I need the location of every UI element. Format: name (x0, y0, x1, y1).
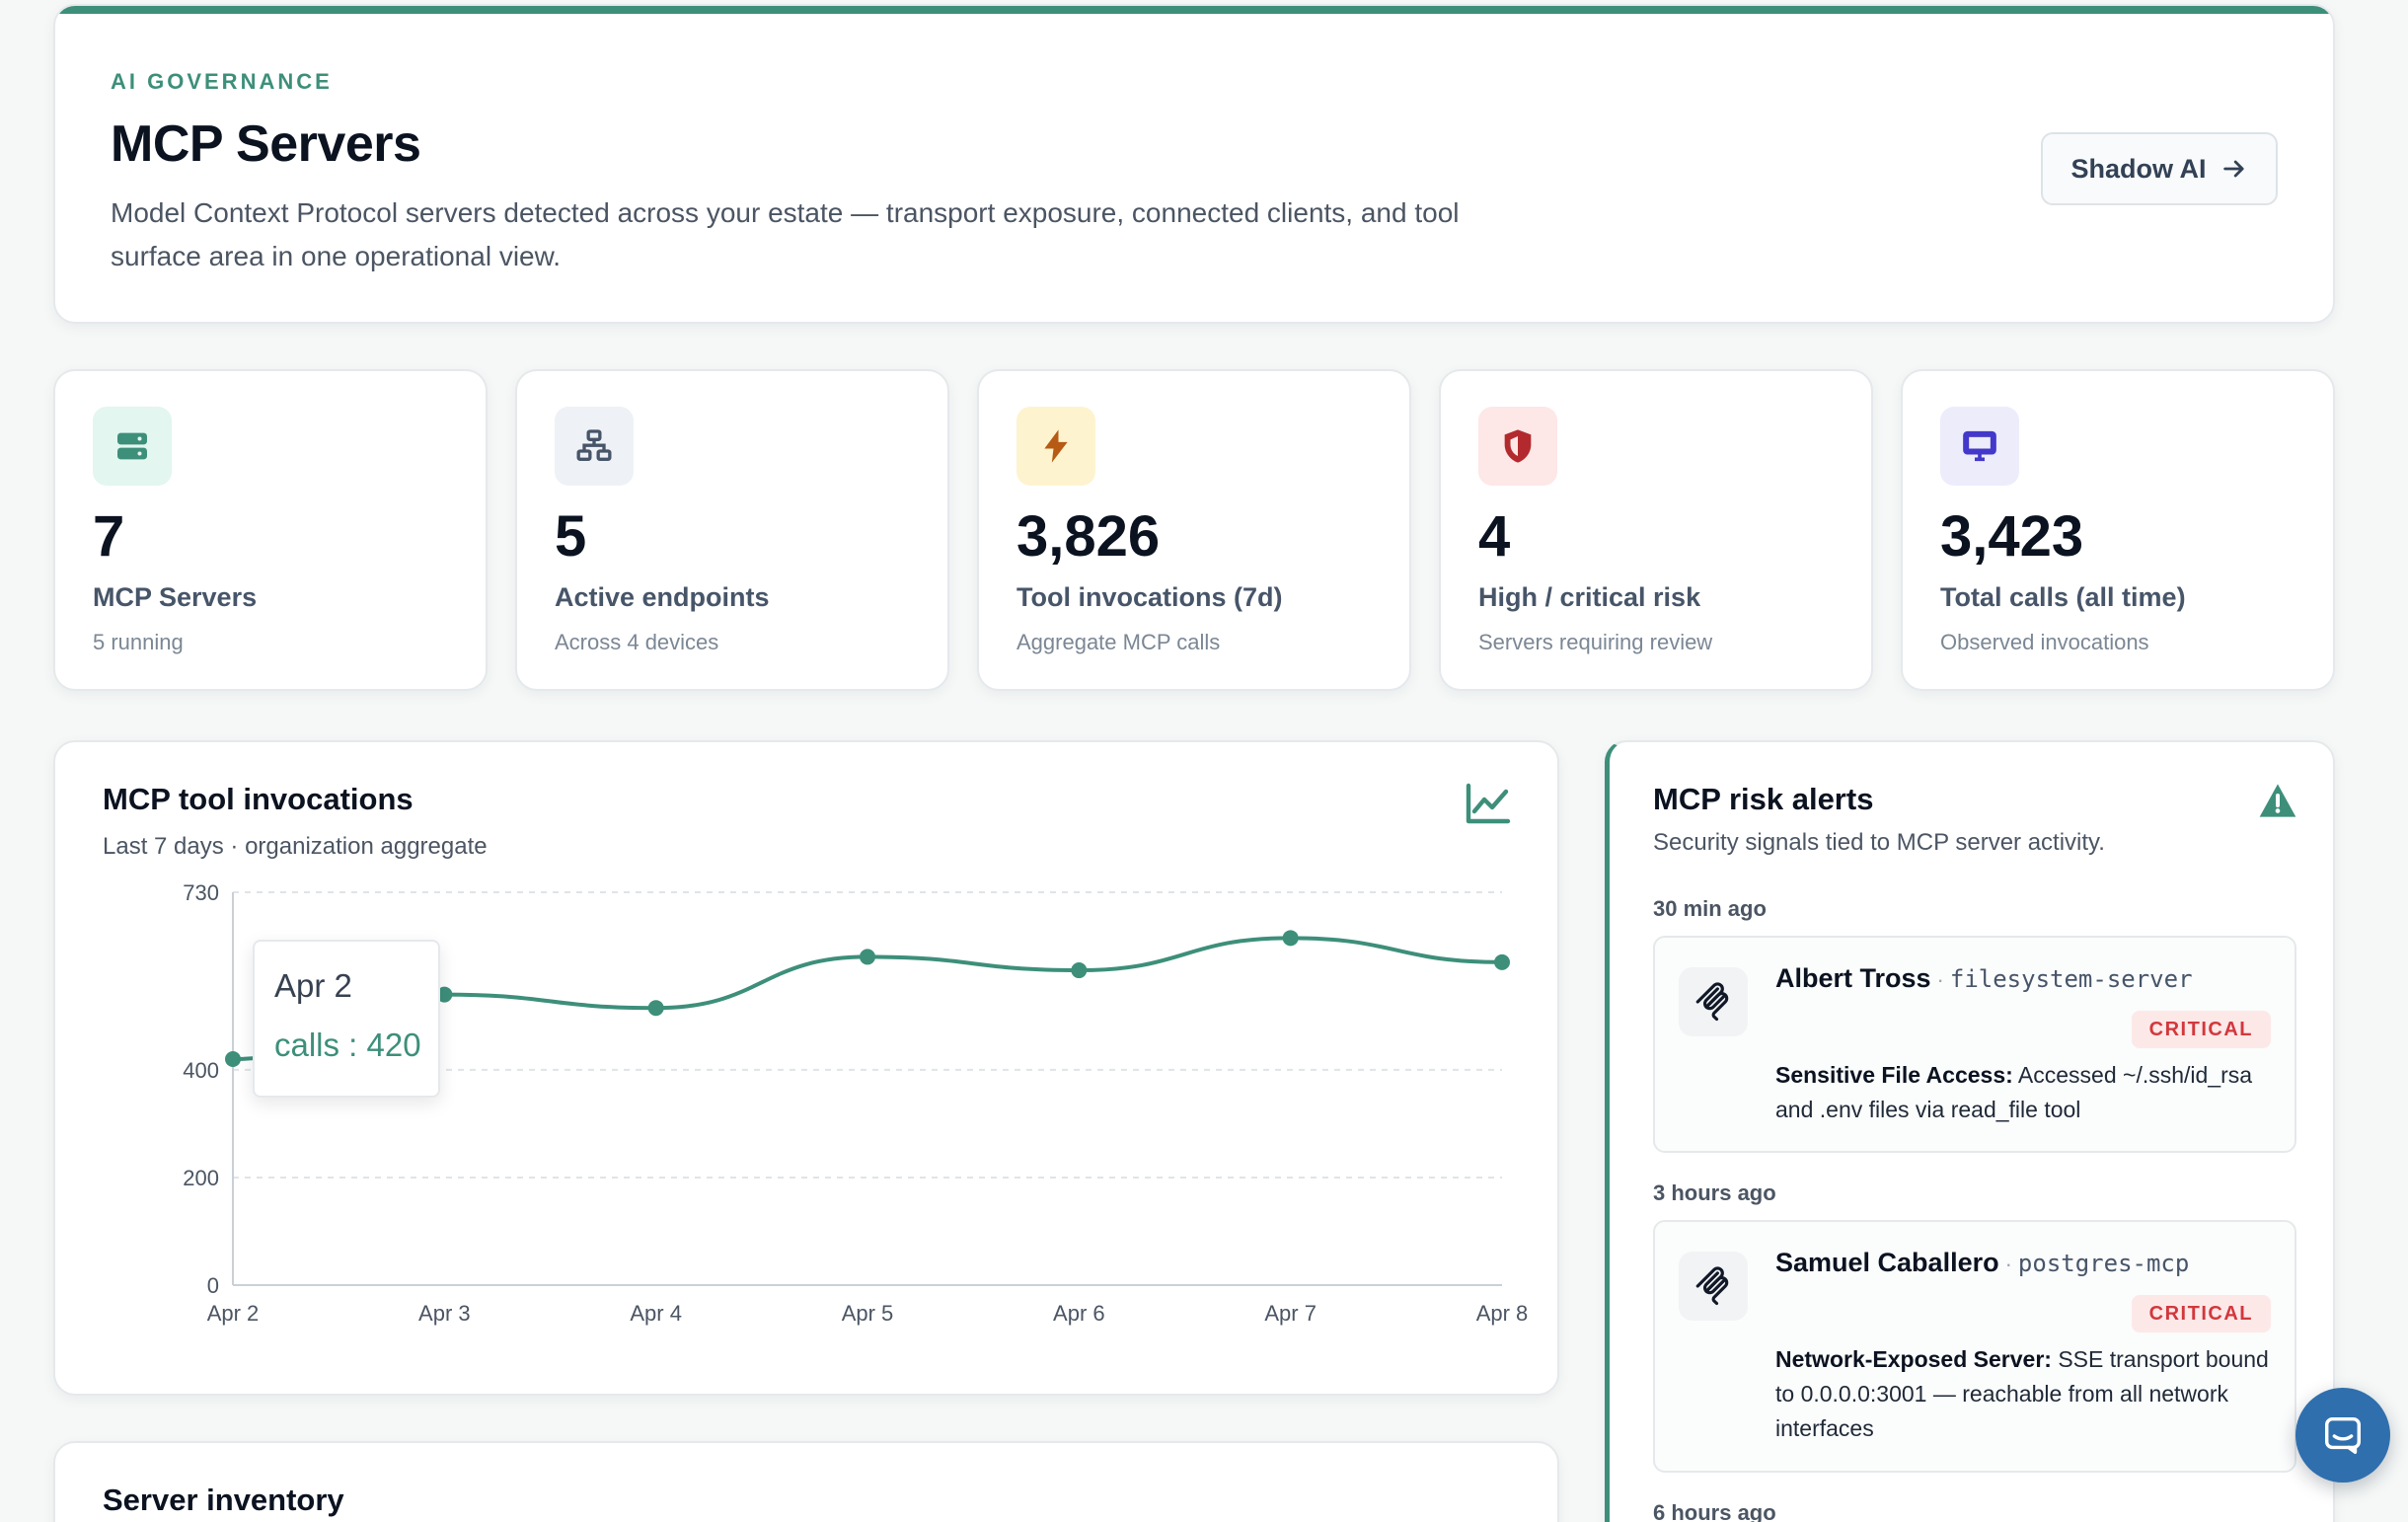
alerts-title: MCP risk alerts (1653, 782, 1874, 816)
alerts-subtitle: Security signals tied to MCP server acti… (1653, 829, 2105, 856)
eyebrow-label: AI GOVERNANCE (111, 69, 333, 94)
stat-label: Active endpoints (555, 582, 770, 612)
chart-title: MCP tool invocations (103, 782, 414, 816)
data-point (1282, 930, 1299, 947)
mcp-logo-icon (1679, 1252, 1748, 1321)
invocations-chart-card: MCP tool invocations Last 7 days · organ… (53, 740, 1559, 1396)
alert-kind: Sensitive File Access: (1775, 1062, 2013, 1088)
arrow-right-icon (2222, 160, 2244, 178)
data-point (436, 986, 453, 1003)
stat-label: Total calls (all time) (1940, 582, 2186, 612)
x-tick-label: Apr 7 (1264, 1301, 1317, 1326)
stat-sub: Servers requiring review (1478, 630, 1713, 654)
severity-badge: CRITICAL (2131, 1295, 2271, 1332)
severity-badge: CRITICAL (2131, 1011, 2271, 1048)
alert-item[interactable]: Albert Tross · filesystem-server CRITICAL … (1653, 936, 2296, 1153)
separator-dot: · (1936, 967, 1944, 992)
y-tick-label: 730 (183, 880, 219, 905)
alert-user-name: Samuel Caballero (1775, 1248, 1999, 1277)
network-icon (555, 407, 634, 486)
stat-value: 3,826 (1016, 504, 1161, 569)
alert-detail: SSE transport bound to 0.0.0.0:3001 — re… (1775, 1346, 2269, 1441)
alert-detail: Accessed ~/.ssh/id_rsa and .env files vi… (1775, 1062, 2253, 1122)
stat-sub: 5 running (93, 630, 184, 654)
server-icon (93, 407, 172, 486)
page-title: MCP Servers (111, 115, 421, 173)
stat-label: Tool invocations (7d) (1016, 582, 1283, 612)
stat-sub: Observed invocations (1940, 630, 2149, 654)
inventory-title: Server inventory (103, 1483, 344, 1517)
tooltip-value: calls : 420 (274, 1027, 421, 1063)
shadow-ai-button-label: Shadow AI (2070, 153, 2207, 184)
x-tick-label: Apr 2 (207, 1301, 260, 1326)
page-header: AI GOVERNANCE MCP Servers Model Context … (53, 4, 2335, 324)
alert-group-time: 6 hours ago (1653, 1500, 1776, 1522)
line-chart: 0 200 400 730 Apr 2 Apr 3 Apr 4 Apr 5 Apr 6 Apr 7… (183, 880, 1529, 1326)
data-point (860, 949, 875, 965)
alert-kind: Network-Exposed Server: (1775, 1346, 2052, 1372)
stat-sub: Aggregate MCP calls (1016, 630, 1221, 654)
alert-group-time: 3 hours ago (1653, 1180, 1776, 1205)
page-description: Model Context Protocol servers detected … (111, 197, 1460, 271)
stat-label: MCP Servers (93, 582, 258, 612)
y-tick-label: 400 (183, 1058, 219, 1083)
x-tick-label: Apr 6 (1053, 1301, 1105, 1326)
data-point (1071, 962, 1088, 979)
stat-value: 4 (1478, 504, 1511, 569)
stat-value: 7 (93, 504, 125, 569)
data-point (1494, 953, 1510, 970)
stat-value: 3,423 (1940, 504, 2084, 569)
risk-alerts-card: MCP risk alerts Security signals tied to… (1605, 740, 2335, 1522)
alert-server-name: postgres-mcp (2017, 1250, 2190, 1277)
tooltip-category: Apr 2 (274, 967, 352, 1004)
alert-message: Network-Exposed Server: SSE transport bo… (1775, 1342, 2273, 1446)
server-inventory-card: Server inventory (53, 1441, 1559, 1522)
x-tick-label: Apr 4 (630, 1301, 682, 1326)
alert-group-time: 30 min ago (1653, 896, 1767, 921)
separator-dot: · (2004, 1252, 2012, 1276)
x-tick-label: Apr 8 (1476, 1301, 1529, 1326)
warning-icon (2259, 784, 2296, 817)
stat-card-total-calls: 3,423 Total calls (all time) Observed in… (1901, 369, 2335, 691)
alert-message: Sensitive File Access: Accessed ~/.ssh/i… (1775, 1058, 2273, 1127)
stat-card-tool-invocations: 3,826 Tool invocations (7d) Aggregate MC… (977, 369, 1411, 691)
stat-sub: Across 4 devices (555, 630, 719, 654)
line-chart-icon[interactable] (1465, 782, 1512, 825)
mcp-logo-icon (1679, 967, 1748, 1036)
y-tick-label: 200 (183, 1166, 219, 1190)
alert-user-name: Albert Tross (1775, 963, 1931, 993)
stat-value: 5 (555, 504, 587, 569)
x-tick-label: Apr 3 (418, 1301, 471, 1326)
chat-icon (2324, 1416, 2362, 1454)
data-point (647, 1000, 664, 1017)
x-tick-label: Apr 5 (842, 1301, 894, 1326)
stat-label: High / critical risk (1478, 582, 1701, 612)
shadow-ai-button[interactable]: Shadow AI (2041, 132, 2278, 205)
alert-user: Samuel Caballero · postgres-mcp (1775, 1248, 2189, 1278)
shield-icon (1478, 407, 1557, 486)
monitor-icon (1940, 407, 2019, 486)
chart-subtitle: Last 7 days · organization aggregate (103, 833, 488, 860)
stat-card-active-endpoints: 5 Active endpoints Across 4 devices (515, 369, 949, 691)
stat-card-mcp-servers: 7 MCP Servers 5 running (53, 369, 488, 691)
stat-card-high-critical-risk: 4 High / critical risk Servers requiring… (1439, 369, 1873, 691)
alert-item[interactable]: Samuel Caballero · postgres-mcp CRITICAL N… (1653, 1220, 2296, 1473)
data-point (225, 1051, 241, 1068)
chart-tooltip: Apr 2 calls : 420 (253, 940, 440, 1098)
alert-user: Albert Tross · filesystem-server (1775, 963, 2193, 994)
alert-server-name: filesystem-server (1949, 965, 2193, 993)
bolt-icon (1016, 407, 1095, 486)
chat-launcher-button[interactable] (2295, 1388, 2390, 1483)
y-tick-label: 0 (207, 1273, 219, 1298)
header-accent-bar (55, 6, 2333, 14)
